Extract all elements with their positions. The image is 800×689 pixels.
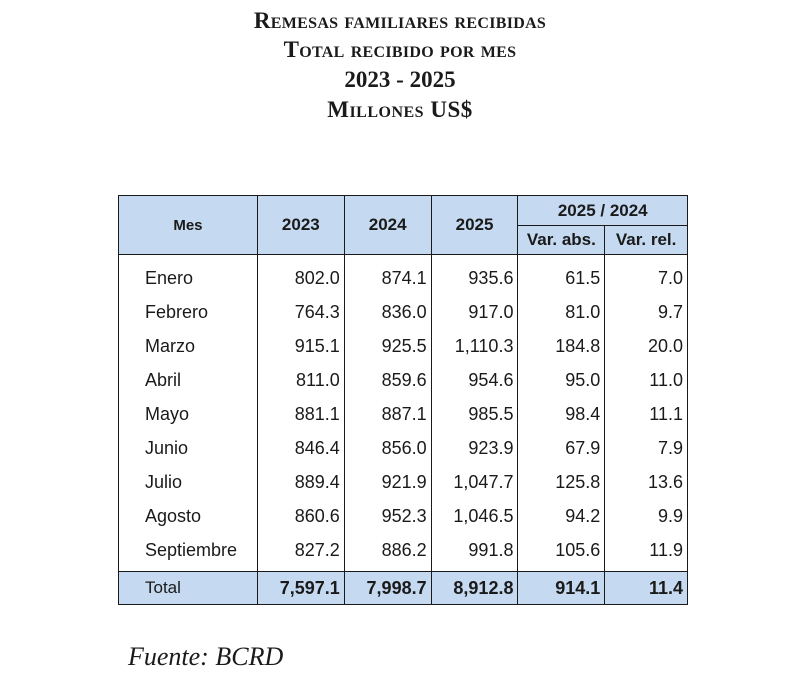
cell-var-abs: 98.4 (517, 397, 606, 431)
title-line-2: Total recibido por mes (283, 37, 517, 62)
cell-mes: Abril (118, 363, 258, 397)
cell-var-rel: 11.9 (604, 533, 688, 572)
cell-2023: 846.4 (256, 431, 345, 465)
table-row: Enero 802.0 874.1 935.6 61.5 7.0 (118, 254, 688, 295)
cell-var-abs: 81.0 (517, 295, 606, 329)
cell-mes: Marzo (118, 329, 258, 363)
cell-2023: 889.4 (256, 465, 345, 499)
table-header: Mes 2023 2024 2025 2025 / 2024 Var. abs.… (118, 195, 688, 255)
cell-var-rel: 11.1 (604, 397, 688, 431)
total-var-abs: 914.1 (517, 571, 606, 605)
cell-var-abs: 105.6 (517, 533, 606, 572)
table-row: Febrero 764.3 836.0 917.0 81.0 9.7 (118, 295, 688, 329)
cell-var-rel: 7.9 (604, 431, 688, 465)
remittances-table: Mes 2023 2024 2025 2025 / 2024 Var. abs.… (118, 195, 688, 605)
cell-mes: Septiembre (118, 533, 258, 572)
header-var-rel: Var. rel. (604, 225, 688, 255)
cell-2025: 954.6 (430, 363, 519, 397)
table-row: Abril 811.0 859.6 954.6 95.0 11.0 (118, 363, 688, 397)
table-row: Marzo 915.1 925.5 1,110.3 184.8 20.0 (118, 329, 688, 363)
cell-2024: 952.3 (343, 499, 432, 533)
table-row: Mayo 881.1 887.1 985.5 98.4 11.1 (118, 397, 688, 431)
cell-var-abs: 95.0 (517, 363, 606, 397)
header-group-2025-2024: 2025 / 2024 (517, 195, 688, 226)
cell-2023: 881.1 (256, 397, 345, 431)
cell-2024: 887.1 (343, 397, 432, 431)
header-2024: 2024 (343, 195, 432, 255)
cell-2024: 886.2 (343, 533, 432, 572)
header-2023: 2023 (256, 195, 345, 255)
cell-2024: 874.1 (343, 254, 432, 295)
cell-mes: Febrero (118, 295, 258, 329)
total-2025: 8,912.8 (430, 571, 519, 605)
title-period: 2023 - 2025 (344, 67, 456, 92)
cell-2025: 935.6 (430, 254, 519, 295)
cell-mes: Enero (118, 254, 258, 295)
header-var-abs: Var. abs. (517, 225, 606, 255)
cell-var-abs: 94.2 (517, 499, 606, 533)
title-units: Millones US$ (327, 97, 473, 122)
cell-2025: 1,047.7 (430, 465, 519, 499)
title-line-1: Remesas familiares recibidas (253, 8, 547, 33)
total-2023: 7,597.1 (256, 571, 345, 605)
cell-2025: 991.8 (430, 533, 519, 572)
cell-2025: 923.9 (430, 431, 519, 465)
total-label: Total (118, 571, 258, 605)
header-mes: Mes (118, 195, 258, 255)
cell-var-abs: 184.8 (517, 329, 606, 363)
source-note: Fuente: BCRD (128, 642, 284, 671)
cell-2025: 1,110.3 (430, 329, 519, 363)
cell-2024: 921.9 (343, 465, 432, 499)
cell-var-rel: 13.6 (604, 465, 688, 499)
table-row: Julio 889.4 921.9 1,047.7 125.8 13.6 (118, 465, 688, 499)
cell-2025: 1,046.5 (430, 499, 519, 533)
cell-2024: 925.5 (343, 329, 432, 363)
cell-var-rel: 9.7 (604, 295, 688, 329)
cell-2024: 859.6 (343, 363, 432, 397)
cell-2023: 860.6 (256, 499, 345, 533)
cell-var-rel: 20.0 (604, 329, 688, 363)
cell-var-abs: 67.9 (517, 431, 606, 465)
cell-mes: Julio (118, 465, 258, 499)
cell-2023: 802.0 (256, 254, 345, 295)
table-row: Agosto 860.6 952.3 1,046.5 94.2 9.9 (118, 499, 688, 533)
cell-var-abs: 61.5 (517, 254, 606, 295)
total-var-rel: 11.4 (604, 571, 688, 605)
total-2024: 7,998.7 (343, 571, 432, 605)
cell-var-rel: 9.9 (604, 499, 688, 533)
cell-2024: 836.0 (343, 295, 432, 329)
cell-mes: Mayo (118, 397, 258, 431)
cell-mes: Junio (118, 431, 258, 465)
cell-2023: 764.3 (256, 295, 345, 329)
table-body: Enero 802.0 874.1 935.6 61.5 7.0 Febrero 764.3 8… (118, 254, 688, 572)
cell-var-rel: 11.0 (604, 363, 688, 397)
cell-2025: 985.5 (430, 397, 519, 431)
cell-var-rel: 7.0 (604, 254, 688, 295)
title-block: Remesas familiares recibidas Total recib… (0, 6, 800, 125)
cell-2023: 915.1 (256, 329, 345, 363)
cell-2025: 917.0 (430, 295, 519, 329)
header-2025: 2025 (430, 195, 519, 255)
total-row: Total 7,597.1 7,998.7 8,912.8 914.1 11.4 (118, 571, 688, 605)
cell-mes: Agosto (118, 499, 258, 533)
cell-2023: 811.0 (256, 363, 345, 397)
cell-2024: 856.0 (343, 431, 432, 465)
table-row: Junio 846.4 856.0 923.9 67.9 7.9 (118, 431, 688, 465)
cell-2023: 827.2 (256, 533, 345, 572)
table-row: Septiembre 827.2 886.2 991.8 105.6 11.9 (118, 533, 688, 572)
cell-var-abs: 125.8 (517, 465, 606, 499)
table-footer: Total 7,597.1 7,998.7 8,912.8 914.1 11.4 (118, 571, 688, 605)
